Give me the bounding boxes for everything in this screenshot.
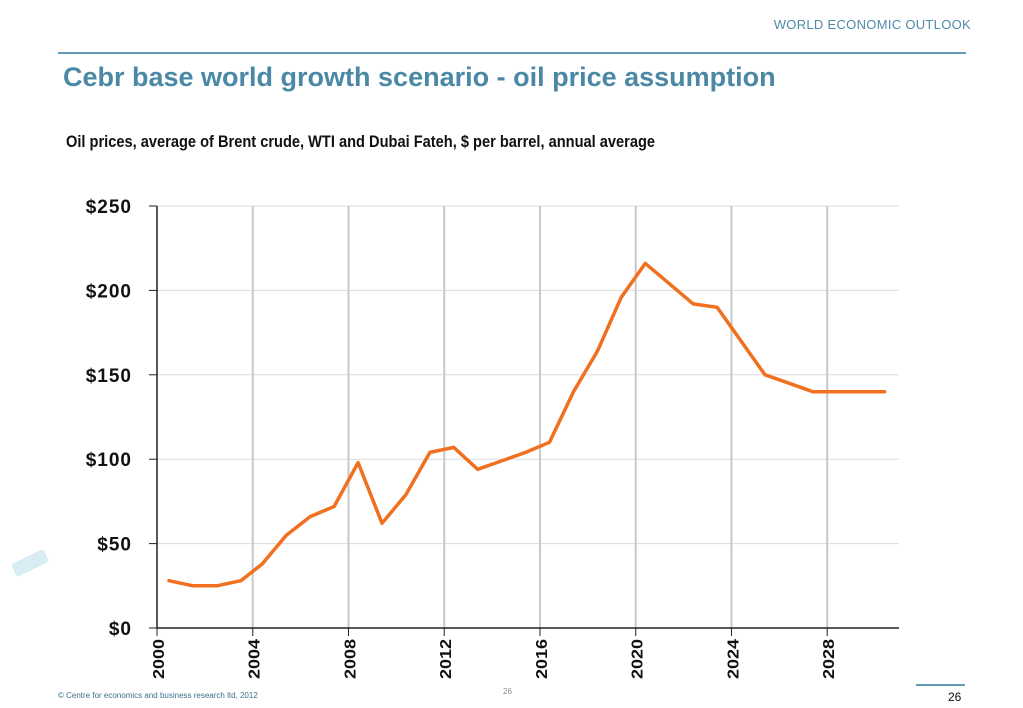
x-tick-label: 2008 [342,639,359,679]
y-tick-label: $0 [109,619,132,640]
y-tick-label: $150 [86,366,132,387]
y-tick-label: $50 [97,535,132,556]
x-tick-label: 2020 [629,639,646,679]
x-tick-label: 2004 [246,638,263,679]
slide-title: Cebr base world growth scenario - oil pr… [63,62,776,92]
y-tick-label: $100 [86,450,132,471]
x-tick-label: 2024 [725,638,742,679]
footer-rule [916,684,965,686]
y-tick-label: $200 [86,281,132,302]
x-tick-label: 2028 [820,639,837,679]
top-rule [58,52,966,54]
footer-copyright: © Centre for economics and business rese… [58,691,258,700]
y-tick-label: $250 [86,197,132,218]
chart-subtitle: Oil prices, average of Brent crude, WTI … [66,132,656,151]
footer-center-mark: 26 [503,687,512,696]
oil-price-series-line [167,261,887,588]
x-tick-label: 2012 [437,639,454,679]
x-tick-label: 2016 [533,639,550,679]
x-tick-label: 2000 [150,639,167,679]
header-tag: WORLD ECONOMIC OUTLOOK [773,17,971,32]
page-number: 26 [948,690,962,704]
